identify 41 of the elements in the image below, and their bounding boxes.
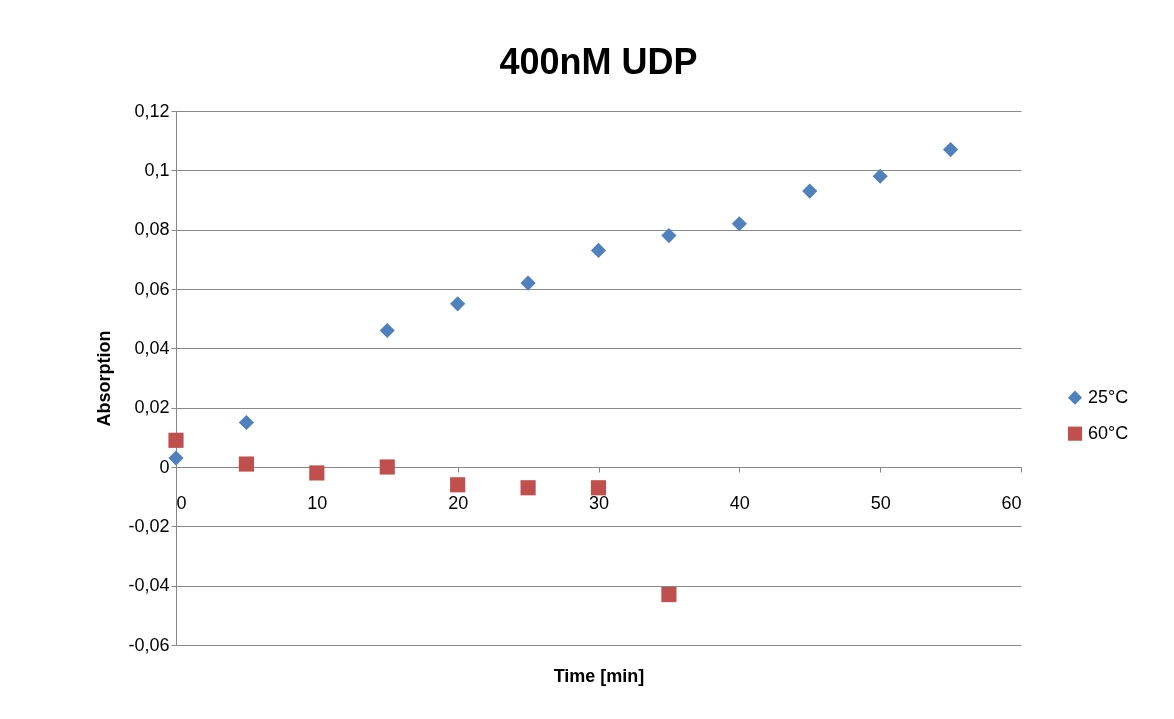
x-tick-label: 20 <box>448 492 469 513</box>
y-tick-label: 0 <box>159 456 170 477</box>
point <box>872 168 888 184</box>
y-tick-label: -0,06 <box>128 634 170 655</box>
point <box>168 450 184 466</box>
point <box>731 216 747 232</box>
point <box>802 183 818 199</box>
x-tick-label: 40 <box>729 492 750 513</box>
x-tick-label: 0 <box>176 492 187 513</box>
x-tick-label: 50 <box>870 492 891 513</box>
y-tick-label: 0,06 <box>134 278 170 299</box>
x-tick-label: 60 <box>1001 492 1022 513</box>
x-tick-label: 10 <box>307 492 328 513</box>
point <box>379 459 395 475</box>
legend-label: 25°C <box>1088 386 1129 407</box>
x-tick-label: 30 <box>588 492 610 513</box>
y-axis-title: Absorption <box>94 330 115 427</box>
y-tick-label: 0,02 <box>134 397 170 418</box>
y-tick-label: 0,12 <box>134 100 170 121</box>
point <box>590 480 607 496</box>
y-tick-label: -0,04 <box>128 575 170 596</box>
point <box>450 296 466 312</box>
point <box>590 242 607 259</box>
x-axis-title: Time [min] <box>553 665 645 686</box>
point <box>520 480 536 496</box>
point <box>309 465 325 481</box>
legend-label: 60°C <box>1088 422 1129 443</box>
point <box>238 414 254 431</box>
point <box>379 322 395 339</box>
point <box>238 456 254 472</box>
point <box>520 275 536 291</box>
point <box>661 228 677 244</box>
y-tick-label: 0,1 <box>144 159 170 180</box>
y-tick-label: -0,02 <box>128 515 170 536</box>
point <box>450 477 466 493</box>
point <box>168 432 184 448</box>
point <box>661 586 677 603</box>
y-tick-label: 0,08 <box>134 219 170 240</box>
y-tick-label: 0,04 <box>134 337 170 358</box>
point <box>943 141 959 158</box>
chart-title: 400nM UDP <box>499 41 698 82</box>
